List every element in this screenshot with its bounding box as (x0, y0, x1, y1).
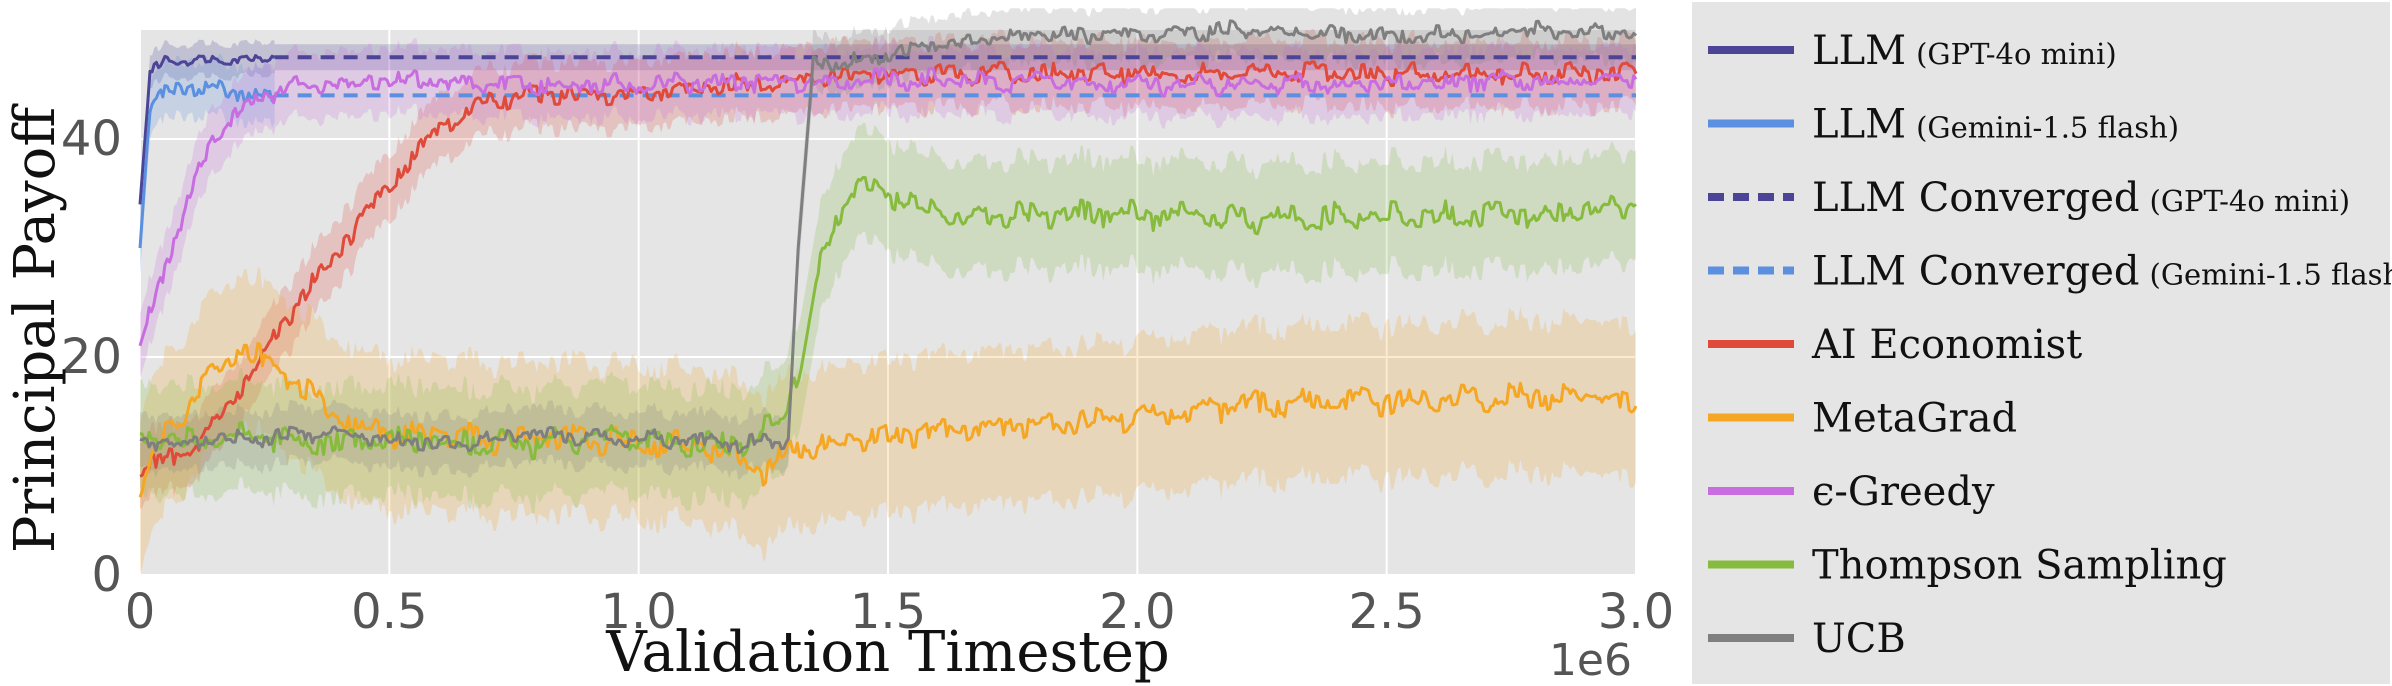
x-tick-label: 1.5 (850, 584, 926, 640)
y-tick-label: 20 (61, 329, 122, 385)
series-line (138, 79, 276, 249)
legend-item: Thompson Sampling (1708, 543, 2227, 589)
legend-label: AI Economist (1811, 322, 2082, 368)
legend-model-label: (Gemini-1.5 flash) (2150, 258, 2392, 292)
legend-item: AI Economist (1708, 322, 2082, 368)
y-axis-label: Principal Payoff (3, 103, 68, 554)
x-tick-label: 1.0 (600, 584, 676, 640)
x-axis-label: Validation Timestep (605, 620, 1169, 685)
legend-model-label: (Gemini-1.5 flash) (1916, 111, 2179, 145)
confidence-band (140, 35, 1636, 379)
x-tick-label: 2.0 (1099, 584, 1175, 640)
y-tick-label: 0 (91, 547, 122, 603)
grid-lines (139, 30, 1637, 576)
legend: LLM (GPT-4o mini)LLM (Gemini-1.5 flash)LLM… (1708, 28, 2392, 662)
legend-label: Thompson Sampling (1812, 543, 2227, 589)
legend-model-label: (GPT-4o mini) (1916, 37, 2117, 71)
confidence-band (140, 267, 1636, 574)
x-tick-label: 0.5 (351, 584, 427, 640)
x-tick-label: 3.0 (1598, 584, 1674, 640)
series-line (138, 66, 1638, 347)
legend-label: UCB (1812, 616, 1906, 662)
legend-item: MetaGrad (1708, 396, 2017, 442)
series-line (139, 175, 1637, 461)
legend-label: ϵ-Greedy (1812, 469, 1995, 515)
series-line (138, 341, 1638, 498)
x-tick-label: 0 (125, 584, 156, 640)
series-line (138, 54, 276, 205)
legend-item: ϵ-Greedy (1708, 469, 1995, 515)
series-line (139, 19, 1637, 455)
legend-item: LLM (Gemini-1.5 flash) (1708, 102, 2179, 148)
series-lines (138, 19, 1638, 498)
x-tick-label: 2.5 (1348, 584, 1424, 640)
x-tick-labels: 0 0.5 1.0 1.5 2.0 2.5 3.0 (125, 584, 1674, 640)
legend-label: LLM (Gemini-1.5 flash) (1812, 102, 2179, 148)
legend-box (1692, 2, 2390, 684)
legend-model-label: (GPT-4o mini) (2150, 184, 2351, 218)
y-tick-label: 40 (61, 111, 122, 167)
legend-item: UCB (1708, 616, 1906, 662)
y-tick-labels: 0 20 40 (61, 111, 122, 603)
legend-label: MetaGrad (1812, 396, 2017, 442)
x-axis-offset-label: 1e6 (1549, 635, 1632, 686)
